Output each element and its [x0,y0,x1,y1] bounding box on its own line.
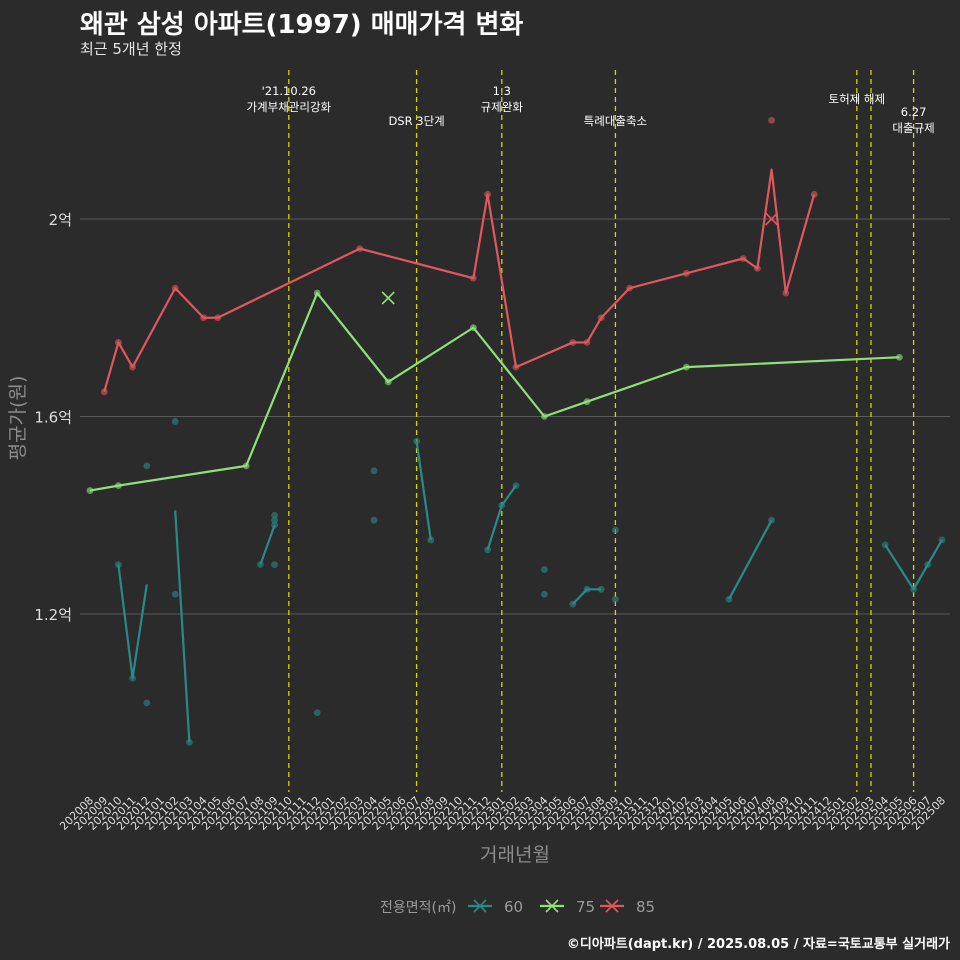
series-line [486,484,517,551]
legend-label: 75 [576,898,595,916]
event-label: '21.10.26 가계부채관리강화 [246,84,331,114]
event-label: 1.3 규제완화 [481,84,524,114]
data-point [612,595,619,603]
source-caption: ©디아파트(dapt.kr) / 2025.08.05 / 자료=국토교통부 실… [566,937,950,952]
chart-subtitle: 최근 5개년 한정 [80,40,182,58]
data-point [143,462,151,470]
data-point [541,566,548,573]
y-axis-ticks: 1.2억 1.6억 2억 [34,211,72,624]
data-point [612,526,619,534]
legend: 전용면적(㎡) 60 75 85 [380,898,655,916]
data-point [541,590,548,598]
data-point [271,516,278,524]
data-point [271,561,278,569]
legend-label: 85 [636,898,655,916]
cross-marker [381,291,395,305]
event-label: DSR 3단계 [388,114,444,128]
y-axis-label: 평균가(원) [7,376,29,461]
legend-key-cross [545,899,559,913]
data-point [370,467,378,475]
series-line [259,524,276,565]
data-point [143,699,151,707]
legend-key-cross [473,899,487,913]
cross-marker [765,212,779,226]
series-line [174,510,191,743]
series-line [117,564,148,680]
series-60 [115,418,946,746]
legend-label: 60 [504,898,523,916]
series-line [572,588,602,605]
data-point [313,709,321,717]
series-85 [100,116,818,396]
event-label: 특례대출축소 [584,114,647,128]
data-point [768,116,775,124]
series-line [884,539,943,591]
data-point [171,590,179,598]
y-tick-label: 1.6억 [34,409,72,427]
series-75 [86,289,903,494]
chart-title: 왜관 삼성 아파트(1997) 매매가격 변화 [80,10,524,40]
series-line [415,441,432,541]
legend-key-cross [605,899,619,913]
series-line [103,168,816,393]
event-label: 6.27 대출규제 [892,105,934,135]
data-point [171,418,179,425]
series-group [86,116,946,746]
legend-title: 전용면적(㎡) [380,900,456,916]
y-tick-label: 1.2억 [34,606,72,624]
x-axis-label: 거래년월 [480,844,550,866]
event-label: 토허제 해제 [829,92,886,106]
grid-lines [80,218,950,615]
data-point [271,511,278,519]
x-axis-ticks: 2020082020092020102020112020122021012021… [57,794,948,833]
data-point [370,516,378,524]
series-line [728,519,773,600]
series-line [89,291,900,492]
y-tick-label: 2억 [49,211,72,229]
